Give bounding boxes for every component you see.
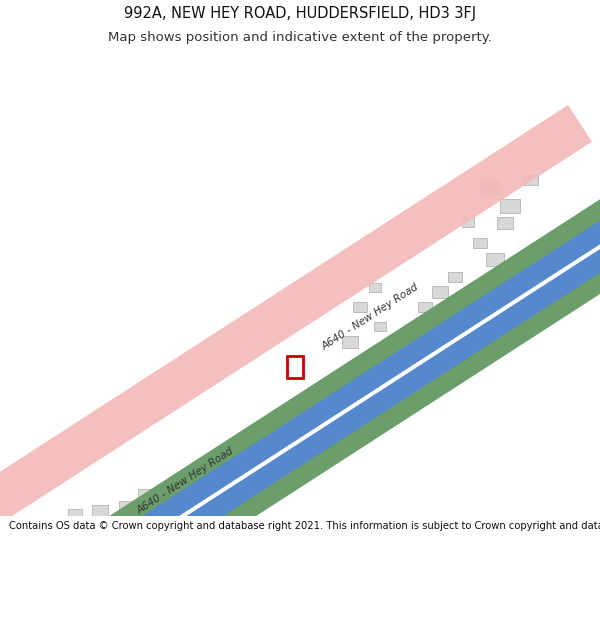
Text: A640 - New Hey Road: A640 - New Hey Road bbox=[135, 446, 235, 516]
Bar bbox=[432, 286, 448, 298]
Text: 992A, NEW HEY ROAD, HUDDERSFIELD, HD3 3FJ: 992A, NEW HEY ROAD, HUDDERSFIELD, HD3 3F… bbox=[124, 6, 476, 21]
Bar bbox=[500, 199, 520, 212]
Bar bbox=[138, 489, 152, 499]
Bar bbox=[448, 272, 462, 282]
Text: A640 - New Hey Road: A640 - New Hey Road bbox=[320, 282, 420, 352]
Bar bbox=[358, 357, 372, 367]
Polygon shape bbox=[0, 105, 592, 529]
Bar bbox=[232, 468, 248, 480]
Bar bbox=[339, 372, 351, 381]
Bar bbox=[462, 218, 474, 227]
Bar bbox=[178, 486, 192, 496]
Bar bbox=[374, 322, 386, 331]
Bar bbox=[497, 217, 513, 229]
Text: Contains OS data © Crown copyright and database right 2021. This information is : Contains OS data © Crown copyright and d… bbox=[9, 521, 600, 531]
Polygon shape bbox=[21, 186, 600, 625]
Bar bbox=[159, 499, 171, 508]
Bar bbox=[334, 412, 346, 421]
Polygon shape bbox=[31, 201, 600, 625]
Text: M62: M62 bbox=[376, 439, 404, 462]
Bar bbox=[92, 505, 108, 517]
Bar bbox=[264, 437, 276, 446]
Bar bbox=[418, 302, 432, 312]
Bar bbox=[248, 451, 262, 461]
Bar bbox=[287, 356, 303, 377]
Bar bbox=[424, 328, 436, 336]
Bar bbox=[342, 336, 358, 348]
Bar bbox=[481, 181, 499, 194]
Bar bbox=[473, 238, 487, 248]
Bar bbox=[198, 476, 212, 486]
Bar bbox=[68, 509, 82, 519]
Bar bbox=[49, 516, 61, 525]
Bar bbox=[283, 421, 297, 431]
Text: Map shows position and indicative extent of the property.: Map shows position and indicative extent… bbox=[108, 31, 492, 44]
Bar bbox=[369, 282, 381, 292]
Bar bbox=[119, 501, 131, 510]
Bar bbox=[353, 302, 367, 312]
Bar bbox=[523, 174, 538, 186]
Bar bbox=[214, 456, 226, 466]
Bar bbox=[353, 391, 367, 401]
Bar bbox=[486, 253, 504, 266]
Bar bbox=[403, 332, 417, 342]
Bar bbox=[454, 298, 466, 307]
Polygon shape bbox=[41, 217, 600, 608]
Text: M62: M62 bbox=[516, 221, 544, 244]
